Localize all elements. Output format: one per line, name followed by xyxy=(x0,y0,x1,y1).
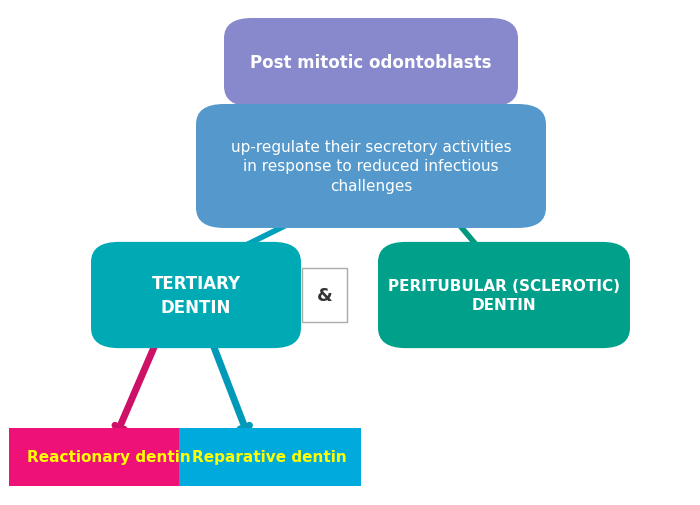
Text: TERTIARY
DENTIN: TERTIARY DENTIN xyxy=(151,275,241,316)
Text: up-regulate their secretory activities
in response to reduced infectious
challen: up-regulate their secretory activities i… xyxy=(231,139,511,194)
Text: PERITUBULAR (SCLEROTIC)
DENTIN: PERITUBULAR (SCLEROTIC) DENTIN xyxy=(388,278,620,313)
Text: Reactionary dentin: Reactionary dentin xyxy=(27,449,190,465)
FancyBboxPatch shape xyxy=(224,19,518,107)
FancyBboxPatch shape xyxy=(178,428,360,486)
FancyBboxPatch shape xyxy=(196,105,546,228)
FancyBboxPatch shape xyxy=(8,428,209,486)
FancyBboxPatch shape xyxy=(378,242,630,348)
FancyBboxPatch shape xyxy=(91,242,301,348)
Text: Post mitotic odontoblasts: Post mitotic odontoblasts xyxy=(251,54,491,72)
Text: &: & xyxy=(317,286,332,305)
FancyBboxPatch shape xyxy=(302,269,347,322)
Text: Reparative dentin: Reparative dentin xyxy=(192,449,347,465)
